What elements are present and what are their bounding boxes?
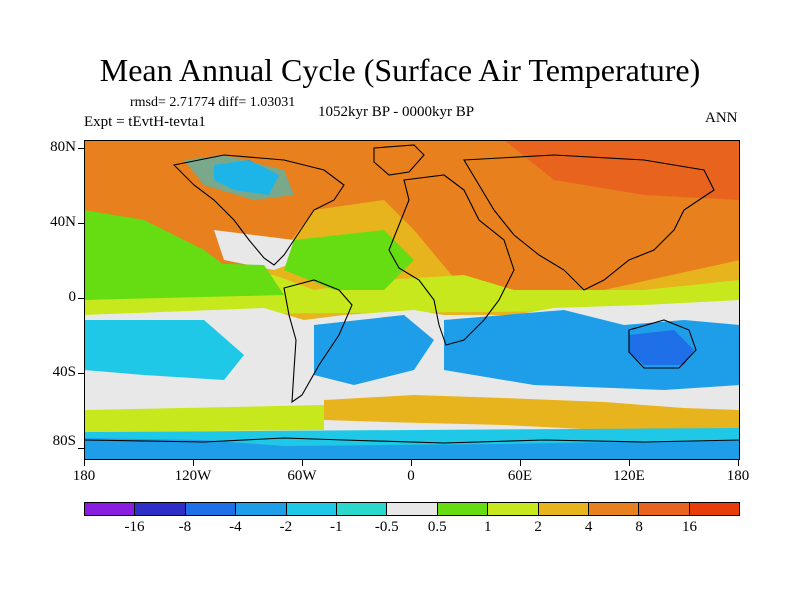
coastlines	[84, 144, 740, 444]
colorbar-label: 16	[682, 519, 698, 535]
region-southern-yellow-band	[84, 405, 324, 432]
colorbar-segment	[286, 503, 337, 515]
lat-label: 40N	[50, 214, 76, 230]
lon-label: 180	[726, 468, 750, 484]
map-svg	[84, 140, 740, 460]
colorbar-label: -0.5	[374, 519, 399, 535]
lon-label: 180	[72, 468, 96, 484]
colorbar-label: 1	[483, 519, 492, 535]
region-antarctic-blue	[84, 438, 740, 460]
colorbar-label: -2	[279, 519, 293, 535]
colorbar-label: 2	[534, 519, 542, 535]
colorbar-segment	[488, 503, 539, 515]
temperature-anomaly-map	[84, 140, 740, 460]
coast-africa-europe	[388, 174, 515, 346]
colorbar-segment	[437, 503, 489, 515]
lon-tick	[738, 460, 739, 466]
period-label: 1052kyr BP - 0000kyr BP	[318, 104, 475, 120]
coast-antarctica	[84, 437, 740, 444]
experiment-label: Expt = tEvtH-tevta1	[84, 114, 206, 130]
region-south-pacific-cyan	[84, 320, 244, 380]
colorbar	[84, 502, 740, 516]
colorbar-label: -8	[178, 519, 192, 535]
coast-south-america	[283, 279, 353, 404]
region-atlantic-green	[284, 230, 414, 290]
colorbar-segment	[336, 503, 388, 515]
lat-label: 0	[68, 289, 77, 305]
lon-tick	[411, 460, 412, 466]
lat-tick	[78, 223, 84, 224]
colorbar-segment	[135, 503, 186, 515]
lon-label: 120W	[174, 468, 212, 484]
colorbar-label: 4	[584, 519, 593, 535]
colorbar-segment	[185, 503, 237, 515]
lon-label: 0	[407, 468, 415, 484]
lon-tick	[84, 460, 85, 466]
lon-label: 60W	[287, 468, 317, 484]
coast-australia	[628, 319, 697, 369]
lon-tick	[520, 460, 521, 466]
lat-label: 40S	[52, 364, 76, 380]
lon-tick	[302, 460, 303, 466]
colorbar-label: 0.5	[427, 519, 447, 535]
coast-asia	[463, 154, 715, 291]
lon-tick	[193, 460, 194, 466]
colorbar-segment	[588, 503, 640, 515]
lat-tick	[78, 373, 84, 374]
region-pacific-green-band	[84, 260, 284, 300]
lon-label: 60E	[507, 468, 533, 484]
stats-label: rmsd= 2.71774 diff= 1.03031	[130, 95, 296, 110]
lat-label: 80S	[52, 433, 76, 449]
colorbar-segment	[236, 503, 287, 515]
region-canada-cyan	[184, 155, 294, 200]
region-south-atlantic-blue	[314, 315, 434, 385]
lon-tick	[629, 460, 630, 466]
coast-greenland	[373, 144, 425, 176]
colorbar-label: -4	[229, 519, 242, 535]
season-label: ANN	[705, 110, 738, 126]
region-southern-gold-band	[324, 395, 740, 432]
colorbar-segment	[689, 503, 740, 515]
figure-title: Mean Annual Cycle (Surface Air Temperatu…	[99, 52, 701, 88]
colorbar-label: 8	[635, 519, 643, 535]
region-australia-deepblue	[629, 330, 694, 365]
coast-north-america	[172, 154, 345, 266]
lat-tick	[78, 298, 84, 299]
lat-tick	[78, 448, 84, 449]
region-indian-blue	[444, 310, 740, 390]
colorbar-segment	[387, 503, 438, 515]
colorbar-label: -16	[124, 519, 145, 535]
colorbar-segment	[85, 503, 136, 515]
colorbar-label: -1	[330, 519, 343, 535]
lon-label: 120E	[613, 468, 645, 484]
lat-tick	[78, 148, 84, 149]
colorbar-segment	[639, 503, 690, 515]
map-frame	[84, 140, 740, 460]
lat-label: 80N	[50, 139, 76, 155]
colorbar-segment	[538, 503, 589, 515]
